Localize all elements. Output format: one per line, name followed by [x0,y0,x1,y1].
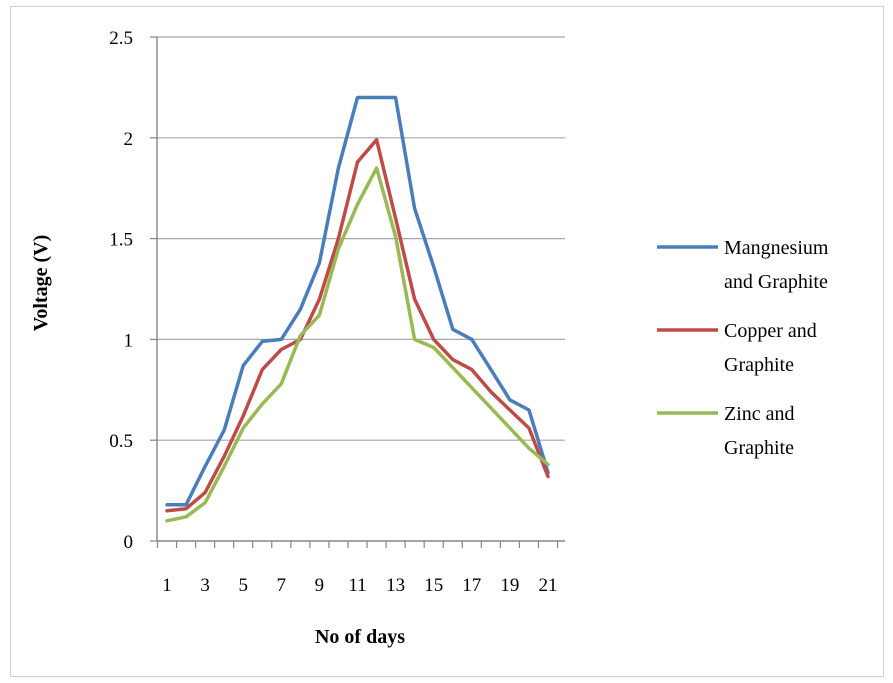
legend: Mangnesium and Graphite Copper and Graphite… [657,237,829,459]
legend-label: Copper and [724,320,817,342]
x-tick-label: 17 [462,575,481,596]
legend-label: Graphite [724,437,794,459]
legend-label: and Graphite [724,271,828,293]
series-line [165,166,550,523]
x-tick-label: 21 [539,575,558,596]
x-tick-label: 19 [500,575,519,596]
x-tick-labels: 1 3 5 7 9 11 13 15 17 19 21 [162,575,557,596]
x-tick-label: 1 [162,575,172,596]
series-line [165,138,550,513]
x-tick-label: 13 [386,575,405,596]
x-axis-title: No of days [315,626,405,648]
legend-label: Graphite [724,354,794,376]
x-tick-label: 7 [277,575,287,596]
axes [150,36,565,548]
x-tick-label: 11 [348,575,366,596]
x-tick-label: 9 [315,575,325,596]
y-tick-label: 2.5 [109,28,133,49]
series-lines [165,95,550,523]
y-axis-title: Voltage (V) [30,235,52,331]
y-tick-label: 1.5 [109,230,133,251]
y-tick-label: 0 [124,532,134,553]
x-tick-label: 15 [424,575,443,596]
series-line [165,95,550,507]
x-tick-label: 3 [200,575,210,596]
x-tick-label: 5 [238,575,248,596]
legend-label: Zinc and [724,403,795,425]
y-tick-label: 2 [124,129,134,150]
y-tick-label: 1 [124,330,134,351]
chart-frame [10,6,884,677]
y-tick-label: 0.5 [109,431,133,452]
y-tick-labels: 0 0.5 1 1.5 2 2.5 [109,28,133,553]
gridlines [157,36,565,441]
legend-label: Mangnesium [724,237,829,259]
